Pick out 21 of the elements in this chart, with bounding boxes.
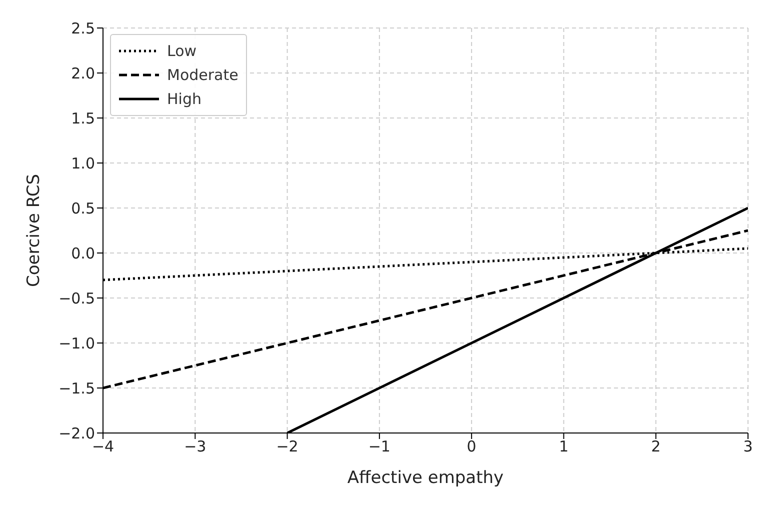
y-tick-label: 0.0 [71,244,95,262]
y-tick-label: 0.5 [71,199,95,218]
x-tick-label: −2 [276,438,298,456]
legend-label: High [167,90,202,108]
x-tick-label: −3 [184,438,206,456]
y-tick-label: 1.0 [71,154,95,172]
x-tick-label: −1 [368,438,390,456]
x-tick-label: 1 [558,438,568,456]
x-tick-label: 0 [466,438,476,456]
y-axis-title: Coercive RCS [24,174,44,287]
x-tick-label: 3 [743,438,753,456]
y-tick-label: −1.0 [58,334,95,352]
y-tick-label: 2.0 [71,64,95,82]
y-tick-label: −0.5 [58,289,95,308]
y-tick-label: 2.5 [71,19,95,38]
y-tick-label: 1.5 [71,109,95,128]
legend-label: Moderate [167,66,238,84]
legend-label: Low [167,42,197,60]
y-tick-label: −1.5 [58,379,95,398]
x-axis-title: Affective empathy [347,468,504,488]
x-tick-label: 2 [651,438,661,456]
